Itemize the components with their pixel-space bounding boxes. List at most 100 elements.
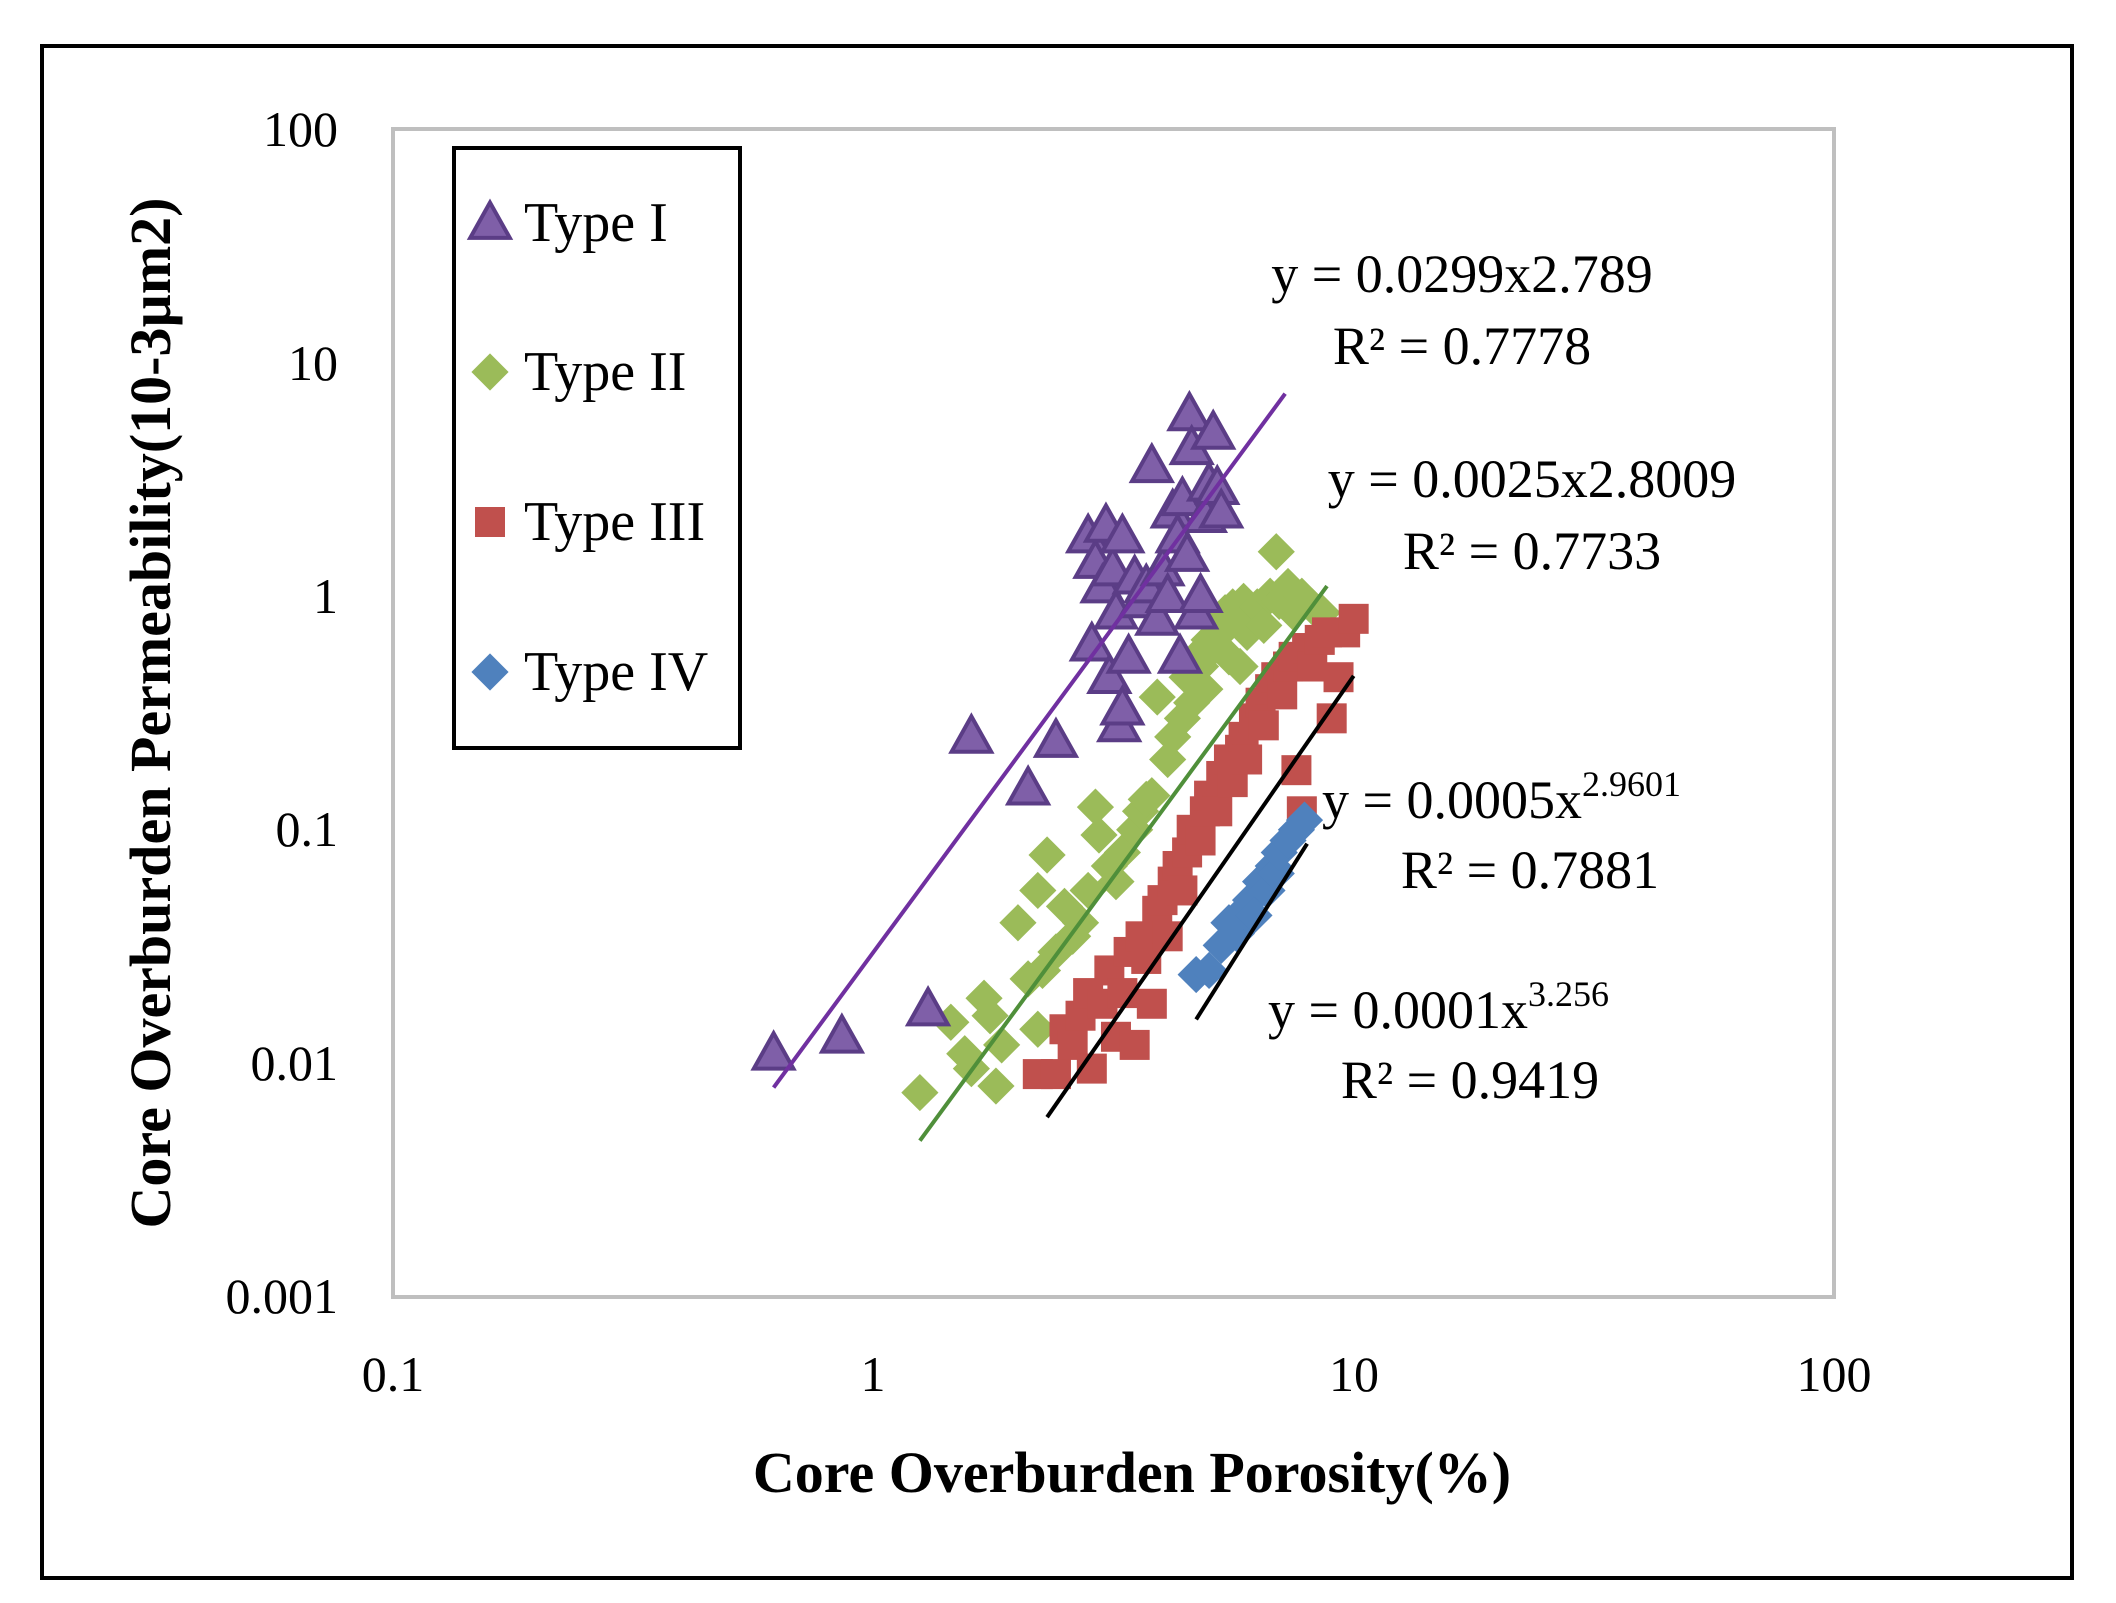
data-point (1138, 678, 1176, 716)
x-axis-title: Core Overburden Porosity(%) (753, 1440, 1511, 1505)
data-point (1257, 533, 1295, 571)
series-type-i (750, 389, 1245, 1071)
legend-label-type-4: Type IV (524, 641, 708, 703)
y-tick-label: 100 (263, 101, 338, 157)
data-point (965, 979, 1003, 1017)
data-point (1019, 871, 1057, 910)
data-point (818, 1012, 866, 1054)
y-axis-title: Core Overburden Permeability(10-3µm2) (118, 197, 183, 1228)
equation-type-3-main: y = 0.0005x (1322, 770, 1582, 830)
legend-label-type-2: Type II (524, 341, 686, 403)
data-point (1097, 863, 1135, 901)
data-point (1269, 567, 1307, 606)
data-point (1099, 512, 1146, 554)
data-point (1231, 881, 1270, 919)
trendline-type-iv (1194, 842, 1309, 1021)
data-point (1248, 710, 1279, 741)
x-tick-label: 1 (861, 1346, 886, 1402)
data-point (1144, 571, 1191, 614)
data-point (977, 1067, 1015, 1105)
data-point (1297, 651, 1328, 682)
y-tick-label: 1 (313, 568, 338, 624)
data-point (1338, 603, 1369, 634)
equation-type-3-exponent: 2.9601 (1582, 764, 1681, 804)
data-point (1245, 606, 1283, 644)
legend-marker (471, 653, 509, 691)
data-point (1105, 632, 1152, 674)
data-point (1267, 679, 1298, 710)
data-point (1303, 594, 1341, 632)
data-point (1076, 788, 1115, 826)
legend-box (452, 146, 742, 750)
trendlines (772, 392, 1356, 1142)
data-point (904, 985, 952, 1027)
trendline-type-i (772, 392, 1287, 1089)
data-point (1221, 647, 1259, 686)
data-point (1173, 684, 1211, 722)
data-point (1269, 821, 1307, 860)
data-point (1119, 1029, 1150, 1060)
data-point (1099, 684, 1146, 726)
x-tick-label: 10 (1329, 1346, 1379, 1402)
data-point (1232, 744, 1263, 775)
data-point (1086, 652, 1133, 695)
legend-label-type-1: Type I (524, 192, 668, 254)
equation-type-2: y = 0.0025x2.8009 (1328, 449, 1736, 509)
series-type-iv (1177, 801, 1324, 994)
data-point (999, 904, 1037, 942)
data-point (1156, 632, 1204, 674)
equation-type-4-main: y = 0.0001x (1268, 980, 1528, 1040)
data-point (1028, 836, 1066, 874)
data-point (983, 1026, 1021, 1064)
data-point (1167, 875, 1198, 906)
r2-type-1: R² = 0.7778 (1333, 316, 1591, 376)
equation-type-4-exponent: 3.256 (1528, 974, 1609, 1014)
data-point (1186, 670, 1224, 708)
data-point (1136, 988, 1167, 1019)
r2-type-2: R² = 0.7733 (1403, 521, 1661, 581)
x-tick-label: 100 (1797, 1346, 1872, 1402)
data-point (1194, 629, 1232, 667)
legend: Type I Type II Type III Type IV (452, 146, 742, 750)
legend-marker (466, 198, 514, 240)
data-point (1177, 571, 1224, 614)
y-tick-label: 0.001 (226, 1268, 339, 1324)
data-point (1257, 854, 1295, 893)
r2-type-3: R² = 0.7881 (1401, 840, 1659, 900)
data-point (1323, 662, 1354, 693)
r2-type-4: R² = 0.9419 (1341, 1050, 1599, 1110)
data-point (1235, 896, 1273, 935)
data-point (1009, 960, 1047, 998)
x-tick-label: 0.1 (362, 1346, 425, 1402)
data-point (1128, 441, 1176, 484)
data-point (971, 997, 1009, 1035)
data-point (1163, 530, 1211, 572)
data-point (750, 1029, 797, 1071)
x-axis-ticks: 0.1 1 10 100 (362, 1346, 1872, 1402)
data-point (1040, 1059, 1071, 1090)
data-point (901, 1073, 939, 1112)
data-point (1080, 816, 1118, 854)
data-point (1133, 777, 1171, 815)
data-point (1198, 487, 1245, 529)
data-point (1004, 764, 1052, 806)
y-axis-ticks: 100 10 1 0.1 0.01 0.001 (226, 101, 339, 1324)
equation-type-3: y = 0.0005x2.9601 (1322, 764, 1681, 830)
trendline-type-iii (1045, 674, 1356, 1119)
data-point (1189, 408, 1237, 450)
legend-marker (475, 507, 505, 537)
y-tick-label: 10 (288, 335, 338, 391)
data-point (1285, 801, 1324, 839)
trendline-type-ii (918, 584, 1329, 1142)
series-type-iii (1022, 603, 1369, 1090)
data-point (1134, 594, 1181, 636)
legend-label-type-3: Type III (524, 491, 705, 553)
data-point (1149, 740, 1187, 779)
data-point (1202, 796, 1233, 827)
y-tick-label: 0.01 (251, 1035, 339, 1091)
equation-type-1: y = 0.0299x2.789 (1271, 244, 1652, 304)
trendline-equations: y = 0.0299x2.789 R² = 0.7778 y = 0.0025x… (1268, 244, 1736, 1110)
data-point (1185, 825, 1216, 856)
equation-type-4: y = 0.0001x3.256 (1268, 974, 1609, 1040)
